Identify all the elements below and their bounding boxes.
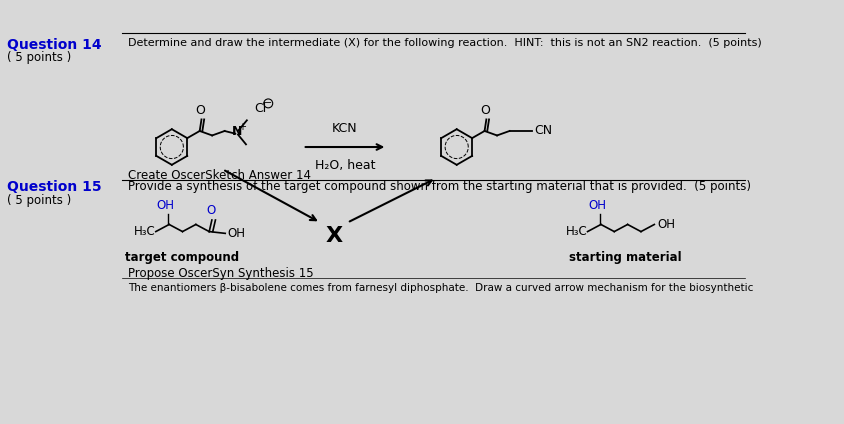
Text: starting material: starting material	[569, 251, 682, 264]
Text: target compound: target compound	[126, 251, 240, 264]
Text: Provide a synthesis of the target compound shown from the starting material that: Provide a synthesis of the target compou…	[128, 180, 751, 193]
Text: ( 5 points ): ( 5 points )	[7, 51, 72, 64]
Text: OH: OH	[227, 227, 245, 240]
Text: Question 14: Question 14	[7, 37, 102, 51]
Text: N: N	[232, 126, 242, 138]
Text: Cl: Cl	[254, 102, 267, 115]
Text: ( 5 points ): ( 5 points )	[7, 194, 72, 207]
Text: −: −	[264, 98, 273, 109]
Text: CN: CN	[534, 125, 553, 137]
Text: H₃C: H₃C	[134, 225, 156, 238]
Text: H₂O, heat: H₂O, heat	[315, 159, 376, 173]
Text: OH: OH	[157, 199, 175, 212]
Text: OH: OH	[657, 218, 675, 231]
Text: O: O	[196, 104, 206, 117]
Text: O: O	[480, 104, 490, 117]
Text: OH: OH	[588, 199, 606, 212]
Text: Create OscerSketch Answer 14: Create OscerSketch Answer 14	[128, 169, 311, 182]
Text: Determine and draw the intermediate (X) for the following reaction.  HINT:  this: Determine and draw the intermediate (X) …	[128, 37, 762, 47]
Text: O: O	[207, 204, 215, 218]
Text: +: +	[238, 122, 246, 131]
Text: H₃C: H₃C	[565, 225, 587, 238]
Text: The enantiomers β-bisabolene comes from farnesyl diphosphate.  Draw a curved arr: The enantiomers β-bisabolene comes from …	[128, 283, 754, 293]
Text: Question 15: Question 15	[7, 180, 102, 194]
Text: X: X	[325, 226, 343, 246]
Text: Propose OscerSyn Synthesis 15: Propose OscerSyn Synthesis 15	[128, 267, 314, 280]
Text: KCN: KCN	[333, 122, 358, 134]
